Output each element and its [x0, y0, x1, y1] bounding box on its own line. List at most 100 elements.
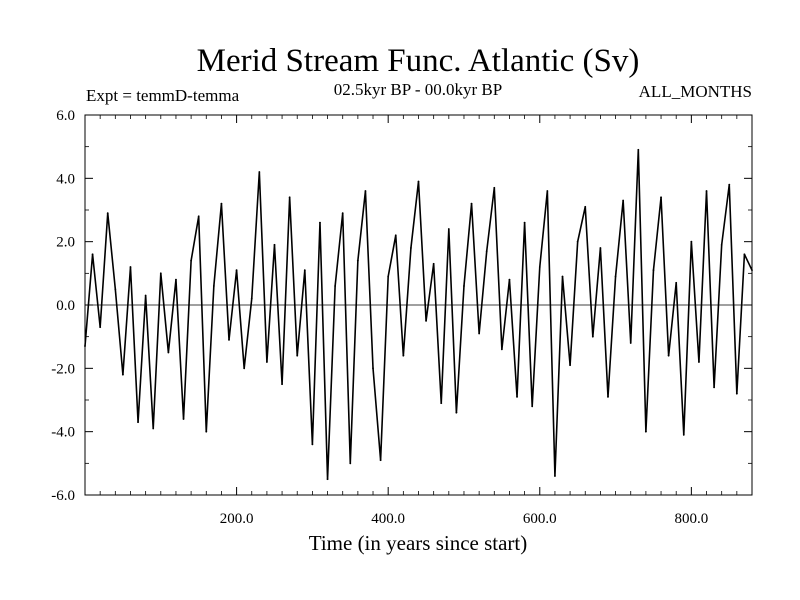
data-point [751, 269, 753, 272]
data-point [273, 243, 276, 246]
data-point [205, 430, 208, 433]
data-point [599, 247, 602, 249]
data-point [569, 364, 571, 367]
data-point [137, 421, 139, 424]
data-point [372, 367, 374, 370]
data-point [220, 202, 223, 205]
data-point [243, 367, 246, 370]
x-axis: 200.0 400.0 600.0 800.0 [220, 115, 708, 527]
data-point [410, 247, 412, 249]
x-axis-label: Time (in years since start) [309, 531, 528, 555]
data-point [341, 212, 344, 215]
data-point [675, 281, 678, 284]
data-point [212, 285, 215, 287]
data-point [349, 462, 352, 465]
data-point [470, 202, 473, 205]
data-point [698, 361, 700, 363]
data-point [402, 354, 405, 357]
data-point [432, 262, 435, 265]
x-tick-label: 600.0 [523, 511, 557, 527]
data-point [159, 272, 162, 275]
data-point [91, 253, 94, 256]
data-point [387, 275, 390, 278]
data-point [516, 395, 518, 398]
data-point [364, 190, 367, 192]
data-point [554, 475, 556, 477]
data-point [175, 278, 177, 281]
data-point [417, 180, 420, 183]
y-axis: 6.0 4.0 2.0 0.0 -2.0 -4.0 -6.0 [51, 108, 752, 504]
data-point [485, 250, 488, 253]
data-point [182, 418, 185, 420]
data-point [190, 259, 193, 262]
data-point [500, 348, 503, 351]
x-tick-label: 800.0 [674, 511, 708, 527]
data-point [121, 373, 124, 376]
data-point [720, 243, 723, 246]
data-point [281, 383, 283, 386]
data-point [561, 275, 564, 278]
data-point [493, 186, 496, 189]
data-point [197, 215, 200, 218]
data-point [167, 351, 170, 354]
data-point [735, 392, 738, 395]
data-point [614, 275, 617, 278]
y-tick-label: 0.0 [56, 298, 75, 314]
data-point [447, 228, 450, 230]
data-point [144, 294, 147, 297]
data-point [334, 285, 337, 287]
x-tick-label: 200.0 [220, 511, 254, 527]
data-point [682, 433, 685, 436]
data-point [660, 196, 662, 199]
data-point [303, 269, 306, 272]
data-point [607, 395, 609, 398]
data-point [296, 354, 299, 357]
data-point [576, 240, 579, 243]
y-tick-label: 4.0 [56, 171, 75, 187]
data-point [425, 319, 427, 322]
data-point [129, 266, 132, 268]
y-tick-label: -6.0 [51, 488, 75, 504]
data-point [591, 335, 594, 338]
data-point [538, 266, 541, 268]
y-tick-label: 2.0 [56, 235, 75, 251]
data-point [637, 148, 640, 151]
data-point [463, 285, 465, 287]
data-point [152, 427, 155, 430]
data-point [319, 221, 321, 224]
data-point [531, 405, 534, 408]
months-label: ALL_MONTHS [639, 82, 752, 101]
data-points [84, 148, 753, 481]
data-point [258, 171, 261, 173]
data-point [394, 234, 397, 237]
data-point [250, 297, 253, 300]
data-point [356, 259, 359, 262]
data-point [106, 212, 109, 215]
series-line [84, 149, 753, 480]
data-point [622, 199, 625, 202]
data-point [705, 190, 708, 192]
data-point [584, 205, 587, 208]
data-point [311, 443, 314, 446]
data-point [478, 332, 481, 335]
data-point [440, 402, 443, 405]
data-point [743, 253, 746, 256]
y-tick-label: -2.0 [51, 361, 75, 377]
data-point [326, 478, 329, 481]
data-point [288, 196, 291, 199]
data-point [508, 278, 511, 281]
data-point [629, 342, 632, 344]
time-range-label: 02.5kyr BP - 00.0kyr BP [334, 80, 502, 99]
data-point [114, 288, 117, 291]
data-point [379, 459, 382, 462]
chart-title: Merid Stream Func. Atlantic (Sv) [197, 43, 640, 79]
data-point [266, 361, 268, 363]
data-point [728, 183, 731, 186]
experiment-label: Expt = temmD-temma [86, 86, 240, 105]
data-point [713, 386, 716, 389]
data-point [99, 326, 102, 329]
data-point [228, 338, 230, 341]
data-point [84, 345, 86, 348]
y-tick-label: -4.0 [51, 425, 75, 441]
y-tick-label: 6.0 [56, 108, 75, 124]
